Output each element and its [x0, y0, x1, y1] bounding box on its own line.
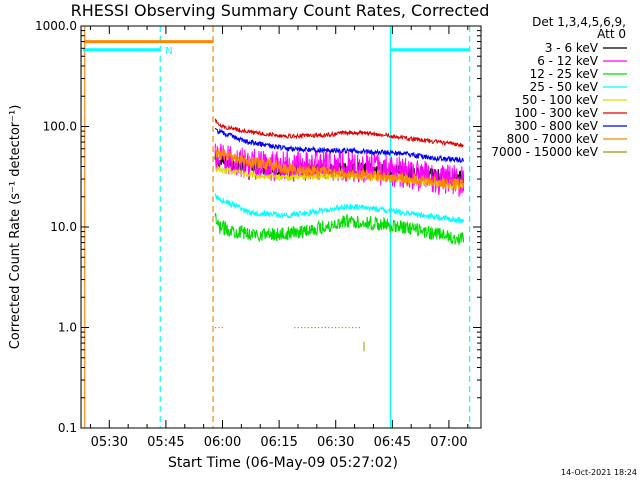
footer-timestamp: 14-Oct-2021 18:24 [561, 468, 637, 477]
series-dot [321, 327, 323, 329]
x-tick-label: 06:15 [260, 435, 297, 450]
series-6-12kev-line [214, 143, 465, 197]
series-dot [348, 327, 350, 329]
series-300-800kev-line [214, 127, 465, 164]
x-tick-label: 07:00 [430, 435, 467, 450]
series-800-7000kev-line [214, 147, 465, 191]
y-tick-label: 10.0 [50, 220, 77, 234]
series-dot [324, 327, 326, 329]
series-dot [345, 327, 347, 329]
flags-layer: SN [72, 38, 470, 57]
x-tick-label: 05:30 [91, 435, 128, 450]
x-axis: 05:30 05:45 06:00 06:15 06:30 06:45 07:00 [89, 26, 469, 450]
series-dot [355, 327, 357, 329]
x-tick-label: 06:45 [374, 435, 411, 450]
legend-entry-label: 300 - 800 keV [514, 119, 598, 133]
legend-entry-label: 25 - 50 keV [530, 80, 599, 94]
x-tick-label: 05:45 [147, 435, 184, 450]
legend-entry-label: 6 - 12 keV [537, 54, 599, 68]
legend-entry-label: 800 - 7000 keV [507, 132, 599, 146]
series-100-300kev-line [214, 118, 464, 149]
series-dot [221, 327, 223, 329]
series-dot [328, 327, 330, 329]
legend-entry-label: 3 - 6 keV [545, 41, 599, 55]
series-dot [341, 327, 343, 329]
legend-header-line-1: Det 1,3,4,5,6,9, [532, 15, 626, 29]
series-dot [334, 327, 337, 329]
chart-title: RHESSI Observing Summary Count Rates, Co… [71, 1, 490, 20]
flag-label: S [72, 38, 78, 49]
series-dot [351, 327, 354, 329]
y-tick-label: 100.0 [43, 120, 77, 134]
x-axis-label: Start Time (06-May-09 05:27:02) [168, 455, 398, 471]
series-layer [214, 118, 465, 352]
plot-frame [80, 25, 482, 429]
series-dot [311, 327, 313, 329]
series-50-100kev-line [214, 164, 465, 191]
y-tick-label: 0.1 [58, 421, 77, 435]
series-25-50kev-line [214, 192, 465, 224]
series-12-25kev-line [214, 212, 465, 246]
series-dot [338, 327, 340, 329]
y-tick-label: 1000.0 [35, 19, 77, 33]
series-dot [301, 327, 303, 329]
series-dot [218, 327, 220, 329]
x-tick-label: 06:00 [204, 435, 241, 450]
legend-entry-label: 12 - 25 keV [530, 67, 599, 81]
series-dot [214, 327, 217, 329]
legend-entry-label: 100 - 300 keV [514, 106, 598, 120]
legend-entry-label: 7000 - 15000 keV [491, 145, 598, 159]
y-axis-label: Corrected Count Rate (s⁻¹ detector⁻¹) [8, 105, 23, 350]
y-tick-label: 1.0 [58, 321, 77, 335]
series-dot [358, 327, 360, 329]
legend-header-line-2: Att 0 [597, 27, 626, 41]
series-dot [331, 327, 333, 329]
series-dot [307, 327, 309, 329]
legend-entry-label: 50 - 100 keV [522, 93, 599, 107]
series-dot [314, 327, 316, 329]
series-dot [304, 327, 306, 329]
series-7000-15000-kev [214, 327, 365, 352]
x-tick-label: 06:30 [317, 435, 354, 450]
series-dot [294, 327, 296, 329]
series-dot [317, 327, 320, 329]
flag-label: N [165, 46, 172, 57]
y-axis: 0.1 1.0 10.0 100.0 1000.0 [35, 19, 481, 435]
series-dot [297, 327, 299, 329]
